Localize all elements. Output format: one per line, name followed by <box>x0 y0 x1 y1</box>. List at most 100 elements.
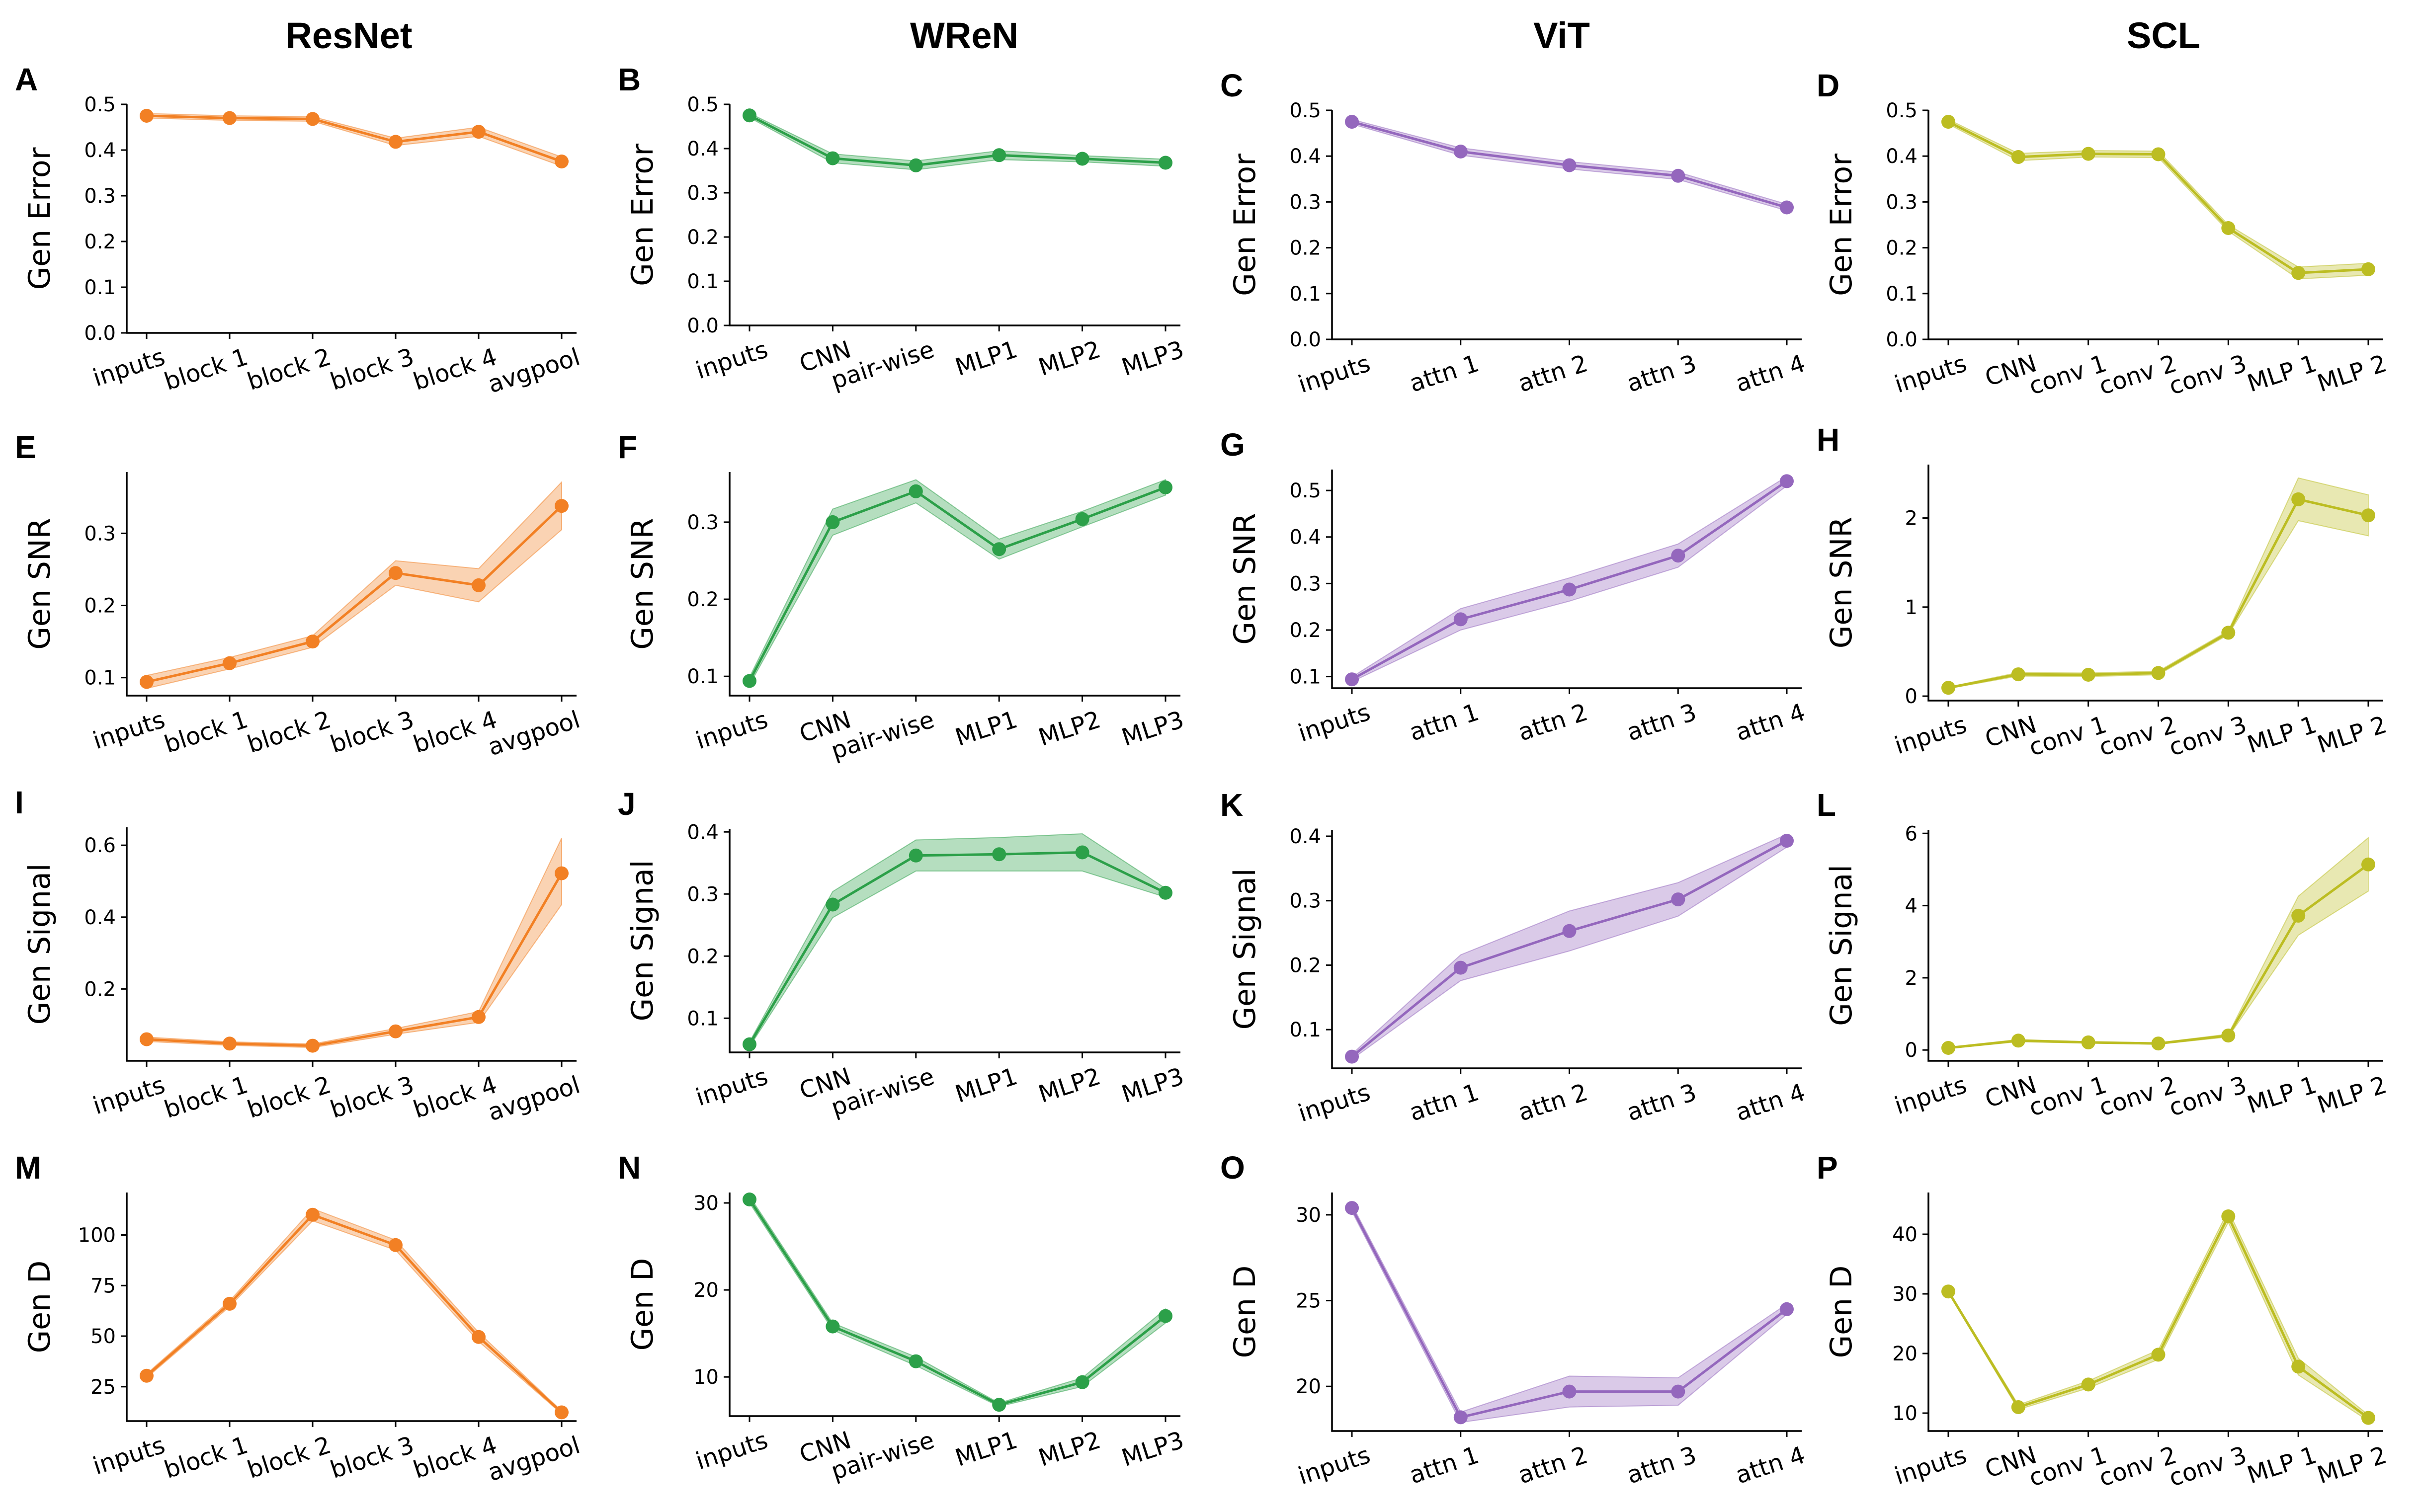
panel-letter: D <box>1817 68 1839 103</box>
y-tick-label: 0.5 <box>1886 99 1918 122</box>
x-tick-label-block-3: block 3 <box>327 1071 417 1124</box>
y-tick-label: 0.1 <box>84 667 116 690</box>
y-axis-label: Gen Error <box>1228 154 1262 296</box>
x-tick-label-mlp2: MLP2 <box>1035 1426 1104 1472</box>
x-tick-label-block-2: block 2 <box>244 1071 334 1124</box>
x-tick-label-block-4: block 4 <box>410 706 500 759</box>
data-point-attn-1 <box>1453 960 1468 975</box>
data-point-inputs <box>1941 115 1955 129</box>
data-point-block-2 <box>306 1207 320 1222</box>
y-tick-label: 0.5 <box>1289 99 1321 122</box>
x-tick-label-mlp-1: MLP 1 <box>2244 1071 2320 1119</box>
x-tick-label-attn-3: attn 3 <box>1623 349 1700 398</box>
x-tick-label-attn-2: attn 2 <box>1515 1441 1591 1490</box>
panel-letter: F <box>618 429 637 465</box>
y-tick-label: 0.2 <box>1289 619 1321 642</box>
y-axis-label: Gen Error <box>625 144 660 286</box>
axes-spines <box>1331 1193 1802 1432</box>
y-axis-label: Gen Signal <box>1228 869 1262 1030</box>
x-tick-label-attn-1: attn 1 <box>1406 698 1483 747</box>
data-point-mlp-2 <box>2361 1411 2375 1425</box>
y-axis-label: Gen D <box>1824 1266 1859 1358</box>
column-titles: ResNet WReN ViT SCL <box>286 15 2201 56</box>
panel-letter: E <box>15 429 36 465</box>
panel-letter: C <box>1220 68 1243 103</box>
data-point-block-3 <box>389 135 403 149</box>
data-point-inputs <box>743 1193 756 1206</box>
data-point-block-2 <box>306 635 320 649</box>
y-tick-label: 0.4 <box>687 138 719 160</box>
confidence-band <box>1948 836 2369 1049</box>
y-axis-label: Gen D <box>22 1261 57 1353</box>
data-point-cnn <box>826 897 840 912</box>
y-tick-label: 0.1 <box>687 665 719 688</box>
x-tick-label-mlp-2: MLP 2 <box>2314 711 2390 759</box>
x-tick-label-avgpool: avgpool <box>485 1071 584 1126</box>
data-point-avgpool <box>555 1405 569 1420</box>
y-tick-label: 0.4 <box>687 821 719 844</box>
y-tick-label: 0.3 <box>1289 572 1321 595</box>
x-tick-label-inputs: inputs <box>1891 1441 1970 1490</box>
panel-letter: L <box>1817 787 1836 823</box>
series-line <box>1947 1215 2369 1419</box>
data-point-cnn <box>2011 150 2025 164</box>
y-tick-label: 50 <box>90 1325 116 1348</box>
data-point-attn-3 <box>1671 549 1685 563</box>
x-tick-label-mlp3: MLP3 <box>1118 1062 1187 1109</box>
column-title-scl: SCL <box>2127 15 2200 56</box>
x-tick-label-mlp2: MLP2 <box>1035 706 1104 752</box>
data-point-conv-2 <box>2151 1348 2166 1362</box>
data-point-cnn <box>826 1319 840 1334</box>
confidence-band <box>1948 118 2369 280</box>
data-point-mlp2 <box>1075 512 1089 526</box>
x-tick-label-block-1: block 1 <box>161 1431 251 1484</box>
x-tick-label-inputs: inputs <box>89 343 168 392</box>
series-line <box>748 486 1166 682</box>
y-axis-label: Gen Error <box>1824 154 1859 296</box>
data-point-block-1 <box>223 1296 237 1311</box>
data-point-block-4 <box>472 1330 486 1344</box>
data-point-inputs <box>1941 1041 1955 1055</box>
x-tick-label-mlp-1: MLP 1 <box>2244 1441 2320 1489</box>
data-point-pair-wise <box>909 484 923 498</box>
data-point-attn-4 <box>1780 200 1794 215</box>
data-point-attn-2 <box>1562 582 1577 597</box>
data-point-cnn <box>2011 667 2025 682</box>
data-point-cnn <box>826 151 840 165</box>
data-point-mlp1 <box>992 148 1006 162</box>
column-title-vit: ViT <box>1533 15 1590 56</box>
y-tick-label: 0.4 <box>84 139 116 162</box>
y-tick-label: 4 <box>1905 895 1918 918</box>
data-point-mlp-1 <box>2291 1359 2306 1374</box>
x-tick-label-mlp-2: MLP 2 <box>2314 349 2390 398</box>
data-point-mlp3 <box>1159 1309 1172 1323</box>
x-tick-label-attn-3: attn 3 <box>1623 1078 1700 1127</box>
series-line <box>749 114 1166 167</box>
axes-spines <box>1331 110 1802 340</box>
data-point-block-4 <box>472 125 486 139</box>
y-tick-label: 0.3 <box>687 182 719 205</box>
data-point-block-1 <box>223 111 237 125</box>
data-point-mlp-2 <box>2361 262 2375 276</box>
panel-letter: O <box>1220 1150 1245 1186</box>
data-point-attn-3 <box>1671 168 1685 183</box>
data-point-mlp2 <box>1075 152 1089 166</box>
x-tick-label-mlp-2: MLP 2 <box>2314 1441 2390 1489</box>
y-tick-label: 0.3 <box>84 522 116 545</box>
data-point-attn-2 <box>1562 158 1577 172</box>
x-tick-label-attn-3: attn 3 <box>1623 698 1700 747</box>
y-tick-label: 0.2 <box>1289 237 1321 260</box>
y-tick-label: 0.3 <box>1289 191 1321 214</box>
confidence-band <box>1351 476 1787 683</box>
x-tick-label-attn-2: attn 2 <box>1515 1078 1591 1127</box>
y-tick-label: 40 <box>1892 1223 1918 1246</box>
y-axis-label: Gen D <box>625 1258 660 1351</box>
x-tick-label-inputs: inputs <box>1295 349 1374 398</box>
y-tick-label: 0.2 <box>84 595 116 618</box>
data-point-conv-2 <box>2151 666 2166 680</box>
x-tick-label-mlp3: MLP3 <box>1118 1426 1187 1472</box>
